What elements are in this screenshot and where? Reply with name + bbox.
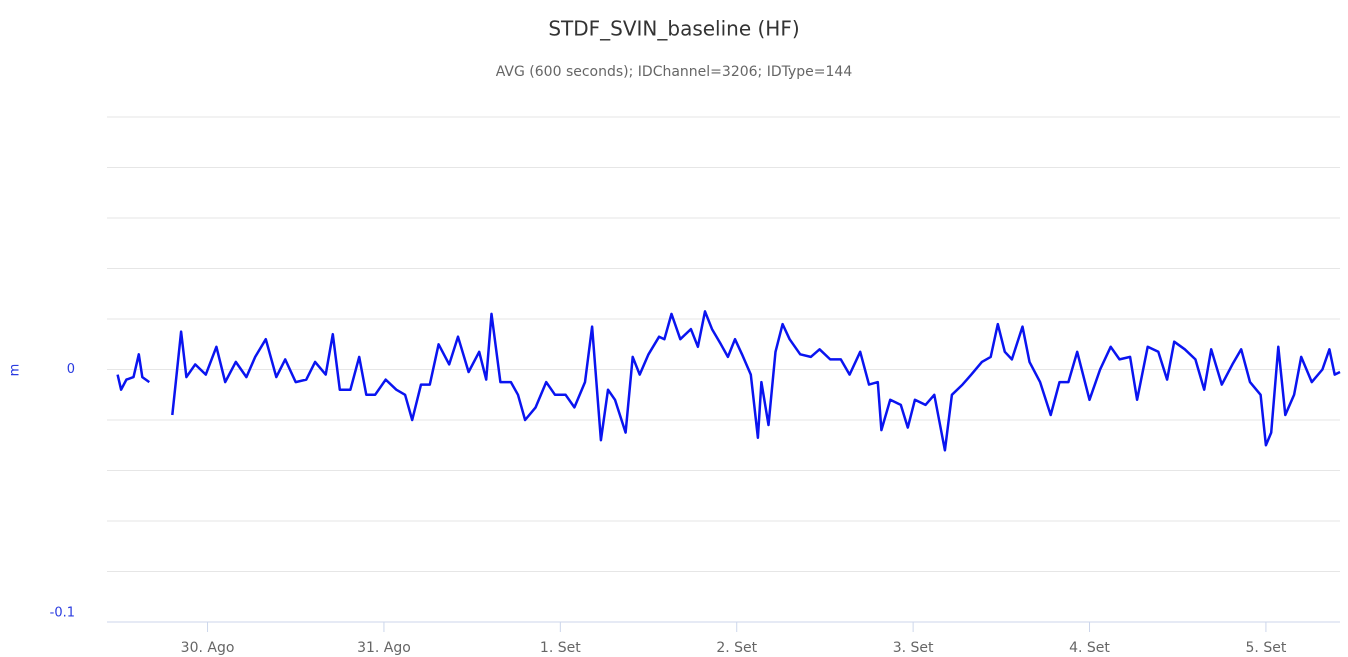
y-tick-label: 0 xyxy=(67,362,75,377)
y-tick-label: -0.1 xyxy=(50,606,75,621)
x-tick-label: 3. Set xyxy=(893,640,934,656)
chart-title: STDF_SVIN_baseline (HF) xyxy=(548,17,799,41)
data-line xyxy=(116,310,1341,452)
x-tick-label: 30. Ago xyxy=(181,640,235,656)
x-tick-label: 4. Set xyxy=(1069,640,1110,656)
chart-subtitle: AVG (600 seconds); IDChannel=3206; IDTyp… xyxy=(496,64,853,80)
x-tick-label: 2. Set xyxy=(716,640,757,656)
x-tick-label: 31. Ago xyxy=(357,640,411,656)
y-axis-title: m xyxy=(8,364,23,377)
x-tick-label: 5. Set xyxy=(1246,640,1287,656)
x-tick-label: 1. Set xyxy=(540,640,581,656)
